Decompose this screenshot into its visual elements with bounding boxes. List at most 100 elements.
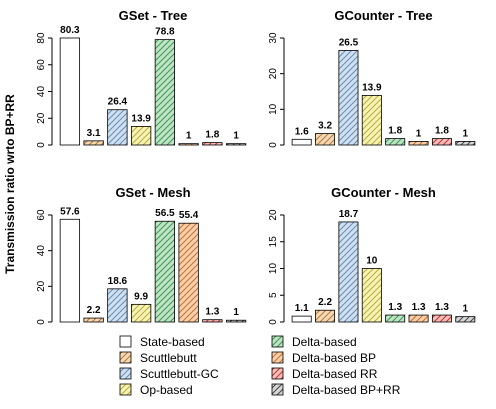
bar-value-label: 9.9 xyxy=(134,291,148,302)
legend: State-based Delta-based Scuttlebutt Delta-b… xyxy=(119,335,401,397)
legend-item: Delta-based RR xyxy=(271,367,378,381)
y-tick-label: 0 xyxy=(268,142,279,148)
y-tick-label: 60 xyxy=(36,209,47,221)
bar-state-based xyxy=(291,315,312,323)
panel-gset-tree: GSet - Tree 0 20 40 60 80 80.3 3.1 26.413.9 78.8 1… xyxy=(36,8,247,148)
panel-title: GCounter - Tree xyxy=(334,8,432,23)
legend-item: Delta-based xyxy=(271,335,357,349)
bar-value-label: 57.6 xyxy=(60,206,80,217)
legend-swatch xyxy=(271,383,284,396)
legend-label: Op-based xyxy=(140,383,193,397)
bar-value-label: 1.3 xyxy=(205,307,219,318)
bar-value-label: 3.1 xyxy=(87,128,101,139)
y-tick-label: 80 xyxy=(36,32,47,44)
bar-value-label: 56.5 xyxy=(155,208,175,219)
bar-value-label: 1.3 xyxy=(412,302,426,313)
bar-value-label: 2.2 xyxy=(318,297,332,308)
bar-delta-based-bp-rr xyxy=(225,319,247,323)
bar-value-label: 78.8 xyxy=(155,27,175,38)
y-axis-title: Transmission ratio wrto BP+RR xyxy=(3,94,17,274)
bar-delta-based-bp-rr xyxy=(455,316,476,323)
legend-label: State-based xyxy=(140,335,205,349)
bar-value-label: 18.6 xyxy=(108,276,128,287)
bar-delta-based-bp-rr xyxy=(225,143,247,146)
legend-item: Delta-based BP xyxy=(271,351,376,365)
legend-swatch xyxy=(271,335,284,348)
bar-scuttlebutt xyxy=(83,317,104,323)
legend-swatch xyxy=(119,335,132,348)
bar-value-label: 1 xyxy=(463,304,469,315)
bar-delta-based-rr xyxy=(202,319,223,323)
bar-value-label: 1.8 xyxy=(388,126,402,137)
bar-scuttlebutt xyxy=(315,309,336,323)
bar-delta-based-rr xyxy=(431,138,452,146)
bar-delta-based-bp-rr xyxy=(455,141,476,146)
bar-value-label: 1.6 xyxy=(295,126,309,137)
y-tick-label: 10 xyxy=(268,103,279,115)
y-tick-label: 20 xyxy=(268,68,279,80)
bar-value-label: 1.3 xyxy=(388,302,402,313)
bar-scuttlebutt-gc xyxy=(107,288,128,323)
legend-item: Scuttlebutt-GC xyxy=(119,367,219,381)
y-tick-label: 20 xyxy=(36,112,47,124)
panel-gcounter-mesh: GCounter - Mesh 0 5 10 15 20 1.1 2.2 18.7 10 1.3 1.… xyxy=(268,185,476,325)
legend-label: Delta-based BP xyxy=(292,351,376,365)
legend-item: State-based xyxy=(119,335,205,349)
bar-op-based xyxy=(130,303,152,323)
bar-value-label: 26.5 xyxy=(339,37,359,48)
legend-item: Op-based xyxy=(119,383,193,397)
bar-delta-based-bp xyxy=(178,143,199,146)
y-tick-label: 40 xyxy=(36,245,47,257)
y-tick-label: 40 xyxy=(36,86,47,98)
y-tick-label: 5 xyxy=(268,292,279,298)
bar-scuttlebutt-gc xyxy=(338,50,359,146)
legend-swatch xyxy=(119,383,132,396)
bar-delta-based xyxy=(385,314,406,323)
bar-state-based xyxy=(59,37,81,146)
y-tick-label: 0 xyxy=(36,319,47,325)
bar-delta-based-bp xyxy=(408,141,429,146)
bar-value-label: 10 xyxy=(366,256,378,267)
panel-title: GCounter - Mesh xyxy=(331,185,436,200)
bar-op-based xyxy=(130,126,152,146)
legend-label: Delta-based RR xyxy=(292,367,378,381)
panel-gcounter-tree: GCounter - Tree 0 10 20 30 1.6 3.2 26.5 13.9 1.8 1… xyxy=(268,8,476,148)
legend-swatch xyxy=(271,367,284,380)
bar-value-label: 1.8 xyxy=(435,126,449,137)
panel-title: GSet - Mesh xyxy=(115,185,190,200)
legend-label: Delta-based xyxy=(292,335,357,349)
bar-delta-based-rr xyxy=(431,314,452,323)
bar-op-based xyxy=(361,95,382,146)
bar-value-label: 13.9 xyxy=(362,82,382,93)
y-tick-label: 20 xyxy=(268,209,279,221)
bar-value-label: 2.2 xyxy=(87,305,101,316)
bar-value-label: 80.3 xyxy=(60,25,80,36)
bar-scuttlebutt-gc xyxy=(338,221,359,323)
bar-delta-based-rr xyxy=(202,142,223,146)
bar-op-based xyxy=(361,268,382,323)
bar-scuttlebutt-gc xyxy=(107,109,128,146)
bar-value-label: 1 xyxy=(416,128,422,139)
bar-state-based xyxy=(291,138,312,146)
y-tick-label: 0 xyxy=(268,319,279,325)
legend-item: Delta-based BP+RR xyxy=(271,383,401,397)
legend-swatch xyxy=(271,351,284,364)
y-tick-label: 15 xyxy=(268,236,279,248)
bar-delta-based-bp xyxy=(178,222,199,323)
bar-value-label: 3.2 xyxy=(318,121,332,132)
legend-label: Scuttlebutt-GC xyxy=(140,367,219,381)
bar-value-label: 1 xyxy=(463,128,469,139)
bar-value-label: 1 xyxy=(186,131,192,142)
bar-delta-based xyxy=(154,220,176,323)
y-tick-label: 60 xyxy=(36,59,47,71)
bar-value-label: 13.9 xyxy=(131,113,151,124)
legend-label: Scuttlebutt xyxy=(140,351,197,365)
bar-scuttlebutt xyxy=(315,133,336,146)
panel-gset-mesh: GSet - Mesh 0 20 40 60 57.6 2.2 18.6 9.9 56.5 55.4… xyxy=(36,185,247,325)
bar-value-label: 1.1 xyxy=(295,303,309,314)
bar-delta-based xyxy=(154,39,176,146)
bar-delta-based xyxy=(385,138,406,146)
bar-value-label: 26.4 xyxy=(108,97,128,108)
bar-value-label: 1 xyxy=(233,131,239,142)
